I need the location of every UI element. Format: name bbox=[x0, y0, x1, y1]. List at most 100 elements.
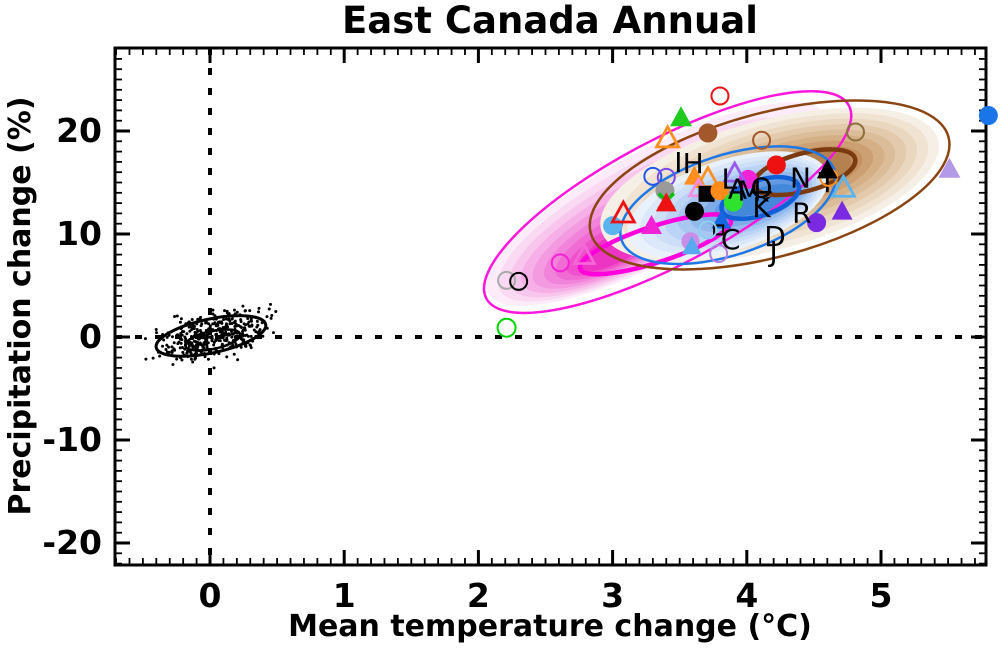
magenta-scenario-outer-outline bbox=[482, 89, 853, 315]
control-dot bbox=[182, 330, 186, 334]
model-letter-A: A bbox=[728, 173, 747, 206]
control-dot bbox=[165, 335, 169, 339]
control-dot bbox=[227, 317, 231, 321]
control-dot bbox=[205, 321, 209, 325]
control-dot bbox=[216, 320, 220, 324]
control-dot bbox=[191, 324, 195, 328]
marker-cyan-open-triangle bbox=[830, 173, 857, 198]
control-dot bbox=[172, 347, 176, 351]
control-dot bbox=[180, 333, 184, 337]
control-dot bbox=[220, 333, 224, 337]
control-dot bbox=[248, 343, 252, 347]
x-tick-label-5: 5 bbox=[870, 576, 893, 615]
control-dot bbox=[222, 318, 226, 322]
control-dot bbox=[211, 312, 215, 316]
control-dot bbox=[190, 328, 194, 332]
marker-green-filled-circle bbox=[723, 192, 743, 212]
control-dot bbox=[271, 331, 275, 335]
control-dot bbox=[193, 357, 197, 361]
control-dot bbox=[223, 309, 227, 313]
control-dot bbox=[189, 357, 193, 361]
control-dot bbox=[241, 328, 245, 332]
control-dot bbox=[243, 328, 247, 332]
control-dot bbox=[187, 325, 191, 329]
control-dot bbox=[257, 310, 261, 314]
control-dot bbox=[241, 304, 245, 308]
control-dot bbox=[257, 306, 261, 310]
control-dot bbox=[196, 329, 200, 333]
control-dot bbox=[165, 343, 169, 347]
marker-green-filled-triangle bbox=[670, 106, 693, 127]
control-dot bbox=[213, 321, 217, 325]
x-tick-label-3: 3 bbox=[601, 576, 624, 615]
control-dot bbox=[173, 315, 177, 319]
control-dot bbox=[144, 357, 148, 361]
marker-violet-open-circle bbox=[709, 244, 729, 264]
marker-green-open-circle bbox=[496, 317, 517, 338]
control-dot bbox=[255, 325, 259, 329]
marker-sky-filled-triangle bbox=[681, 236, 702, 255]
control-dot bbox=[212, 366, 216, 370]
control-dot bbox=[151, 356, 155, 360]
control-dot bbox=[212, 343, 216, 347]
control-dot bbox=[230, 317, 234, 321]
chart-title: East Canada Annual bbox=[342, 0, 758, 42]
control-dot bbox=[155, 331, 159, 335]
marker-lavender-filled-triangle bbox=[938, 157, 961, 178]
control-dot bbox=[210, 339, 214, 343]
control-dot bbox=[243, 309, 247, 313]
control-inner-ellipse bbox=[183, 328, 242, 352]
control-dot bbox=[241, 334, 245, 338]
control-dot bbox=[184, 337, 188, 341]
marker-purple-filled-circle bbox=[807, 213, 827, 233]
control-dot bbox=[244, 323, 248, 327]
control-dot bbox=[214, 324, 218, 328]
control-dot bbox=[167, 350, 171, 354]
x-tick-label-0: 0 bbox=[199, 576, 222, 615]
marker-black-filled-triangle bbox=[816, 159, 838, 179]
control-dot bbox=[194, 340, 198, 344]
y-tick-label--20: -20 bbox=[42, 523, 102, 562]
control-dot bbox=[170, 335, 174, 339]
control-dot bbox=[230, 335, 234, 339]
control-dot bbox=[232, 308, 236, 312]
control-dot bbox=[181, 350, 185, 354]
control-dot bbox=[242, 338, 246, 342]
marker-blue-open-circle bbox=[643, 166, 663, 186]
control-dot bbox=[167, 345, 171, 349]
control-dot bbox=[206, 357, 210, 361]
model-letter-I: I bbox=[674, 146, 682, 179]
control-dot bbox=[246, 334, 250, 338]
control-dot bbox=[239, 325, 243, 329]
model-letter-K: K bbox=[752, 191, 771, 224]
control-dot bbox=[237, 324, 241, 328]
control-dot bbox=[186, 342, 190, 346]
control-dot bbox=[239, 320, 243, 324]
control-dot bbox=[225, 309, 229, 313]
control-dot bbox=[197, 337, 201, 341]
control-dot bbox=[220, 330, 224, 334]
control-dot bbox=[154, 328, 158, 332]
brown-scenario-outer-outline bbox=[588, 99, 951, 271]
marker-magenta-filled-triangle bbox=[641, 215, 662, 235]
control-dot bbox=[254, 330, 258, 334]
y-axis-label: Precipitation change (%) bbox=[3, 96, 38, 515]
control-dot bbox=[235, 310, 239, 314]
model-letter-D: D bbox=[764, 220, 786, 253]
control-dot bbox=[189, 351, 193, 355]
control-dot bbox=[224, 332, 228, 336]
marker-gray-open-circle bbox=[497, 270, 517, 290]
control-dot bbox=[198, 341, 202, 345]
y-tick-label-0: 0 bbox=[79, 317, 102, 356]
control-dot bbox=[231, 332, 235, 336]
control-dot bbox=[164, 347, 168, 351]
control-dot bbox=[202, 341, 206, 345]
marker-red-filled-circle bbox=[766, 155, 786, 175]
control-dot bbox=[179, 341, 183, 345]
control-dot bbox=[224, 324, 228, 328]
control-dot bbox=[225, 355, 229, 359]
control-dot bbox=[199, 315, 203, 319]
marker-brown-open-circle bbox=[752, 130, 772, 150]
marker-magenta-open-triangle-2 bbox=[572, 242, 597, 265]
control-dot bbox=[214, 333, 218, 337]
